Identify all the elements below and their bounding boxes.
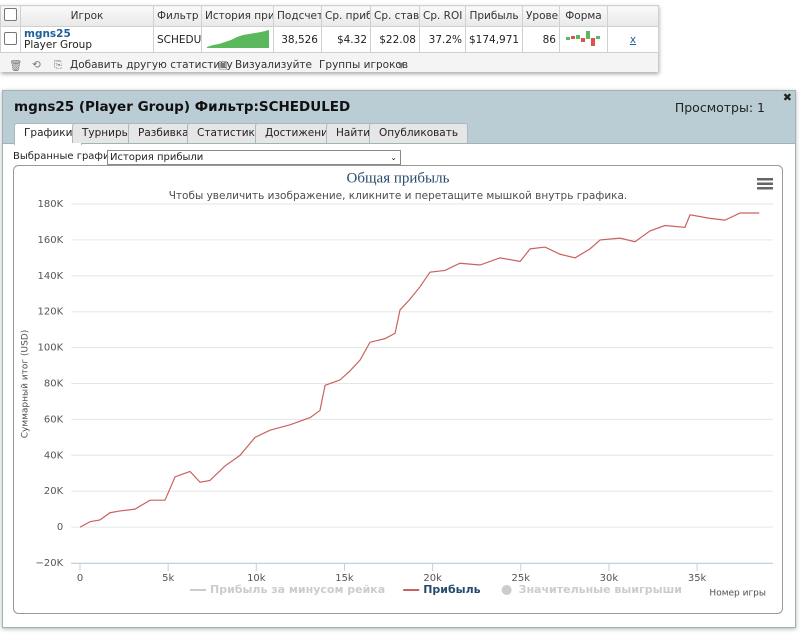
y-tick-label: 180K (38, 199, 64, 210)
dropdown-arrow[interactable]: ▼ (398, 61, 405, 70)
x-tick-label: 35k (688, 573, 707, 584)
selector-arrow: ⌄ (390, 153, 397, 162)
legend-label[interactable]: Прибыль за минусом рейка (210, 583, 385, 596)
column-header[interactable]: Фильтр (153, 5, 202, 27)
filter-cell: SCHEDUL (153, 26, 202, 53)
selector-value: История прибыли (110, 152, 204, 163)
y-tick-label: 80K (44, 379, 64, 390)
visualize-button[interactable]: Визуализуйте (235, 59, 312, 71)
sparkline-area (207, 30, 269, 48)
x-tick-label: 15k (335, 573, 354, 584)
tab[interactable]: Разбивка (128, 123, 199, 143)
selector-label: Выбранные графики: (13, 151, 126, 162)
stats-table: Игрок Фильтр История прибы Подсчет Ср. п… (0, 5, 659, 53)
x-tick-label: 10k (247, 573, 266, 584)
header-row: Игрок Фильтр История прибы Подсчет Ср. п… (0, 5, 659, 27)
tab[interactable]: Найти (326, 123, 381, 143)
column-header[interactable]: Урове (522, 5, 560, 27)
profit-cell: $174,971 (465, 26, 523, 53)
x-tick-label: 30k (600, 573, 619, 584)
legend-symbol (501, 585, 512, 595)
chart-frame (13, 165, 783, 614)
x-tick-label: 25k (512, 573, 531, 584)
x-axis-title: Номер игры (709, 589, 766, 599)
panel-title: mgns25 (Player Group) Фильтр:SCHEDULED (14, 99, 351, 115)
roi-cell: 37.2% (419, 26, 466, 53)
column-header[interactable]: Подсчет (273, 5, 322, 27)
y-tick-label: 100K (38, 343, 64, 354)
sparkline (207, 30, 269, 48)
legend-label[interactable]: Значительные выигрыши (519, 583, 682, 596)
remove-cell: x (607, 26, 659, 53)
close-button[interactable]: ✖ (782, 91, 792, 104)
x-tick-label: 5k (162, 573, 174, 584)
avg-stake-cell: $22.08 (370, 26, 420, 53)
y-tick-label: 120K (38, 307, 64, 318)
row-checkbox[interactable] (0, 26, 21, 53)
x-tick-label: 20k (423, 573, 442, 584)
toolbar: 🗑 ⟲ ⎘ Добавить другую статистику ▣ Визуа… (0, 55, 658, 75)
sparkline-cell (201, 26, 274, 53)
tab[interactable]: Достижения (255, 123, 345, 143)
count-cell: 38,526 (273, 26, 322, 53)
panel-header: mgns25 (Player Group) Фильтр:SCHEDULED П… (3, 91, 795, 145)
add-icon[interactable]: ⎘ (54, 59, 63, 71)
tab[interactable]: Статистика (187, 123, 272, 143)
column-header[interactable]: Ср. приб (321, 5, 371, 27)
y-tick-label: 20K (44, 486, 64, 497)
y-tick-label: 40K (44, 450, 64, 461)
menu-button[interactable] (757, 178, 773, 190)
groups-button[interactable]: Группы игроков (319, 59, 409, 71)
column-header[interactable]: Игрок (20, 5, 154, 27)
form-graphic (566, 31, 600, 46)
chart-title: Общая прибыль (347, 170, 450, 186)
column-header (607, 5, 659, 27)
chart-selector[interactable]: История прибыли ⌄ (107, 150, 401, 165)
remove-link[interactable]: x (629, 33, 637, 46)
column-header[interactable]: Форма (559, 5, 608, 27)
visualize-icon[interactable]: ▣ (218, 59, 228, 71)
stats-panel: Игрок Фильтр История прибы Подсчет Ср. п… (0, 5, 659, 75)
y-tick-label: 140K (38, 271, 64, 282)
tab[interactable]: Графики (14, 123, 83, 145)
chart-subtitle: Чтобы увеличить изображение, кликните и … (169, 190, 628, 202)
data-line (79, 212, 760, 528)
level-cell: 86 (522, 26, 560, 53)
player-cell: mgns25 Player Group (20, 26, 154, 53)
legend-label[interactable]: Прибыль (423, 583, 480, 596)
delete-icon[interactable]: 🗑 (9, 60, 23, 72)
refresh-icon[interactable]: ⟲ (32, 59, 41, 71)
y-tick-label: −20K (36, 558, 64, 569)
x-tick-label: 0 (77, 573, 83, 584)
y-tick-label: 0 (57, 522, 63, 533)
y-tick-label: 160K (38, 235, 64, 246)
y-axis-title: Суммарный итог (USD) (21, 330, 31, 439)
avg-profit-cell: $4.32 (321, 26, 371, 53)
player-group: Player Group (24, 38, 92, 51)
views-count: Просмотры: 1 (674, 100, 765, 115)
select-all[interactable] (0, 5, 21, 27)
column-header[interactable]: Ср. ставк (370, 5, 420, 27)
y-tick-label: 60K (44, 414, 64, 425)
tab[interactable]: Опубликовать (369, 123, 469, 143)
player-link[interactable]: mgns25 (24, 27, 71, 40)
column-header[interactable]: Ср. ROI (419, 5, 466, 27)
add-stat-button[interactable]: Добавить другую статистику (70, 59, 233, 71)
